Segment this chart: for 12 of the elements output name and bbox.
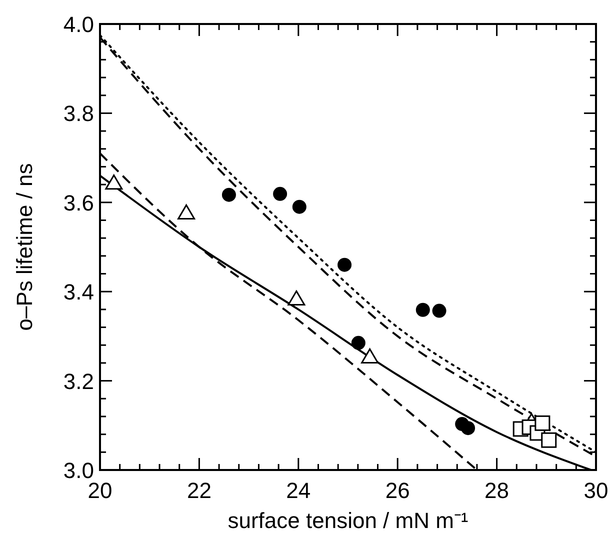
x-tick-label: 28 bbox=[484, 478, 510, 503]
y-tick-label: 3.2 bbox=[63, 368, 94, 394]
x-tick-label: 30 bbox=[584, 478, 608, 503]
y-tick-label: 3.4 bbox=[63, 280, 94, 305]
y-tick-label: 4.0 bbox=[63, 12, 94, 37]
x-tick-label: 24 bbox=[286, 478, 311, 503]
y-tick-label: 3.8 bbox=[63, 101, 94, 126]
x-tick-label: 22 bbox=[186, 478, 212, 503]
x-axis-title: surface tension / mN m⁻¹ bbox=[228, 508, 468, 533]
y-tick-label: 3.6 bbox=[63, 190, 94, 216]
y-axis-title: o–Ps lifetime / ns bbox=[12, 163, 37, 331]
x-tick-label: 26 bbox=[385, 478, 410, 503]
